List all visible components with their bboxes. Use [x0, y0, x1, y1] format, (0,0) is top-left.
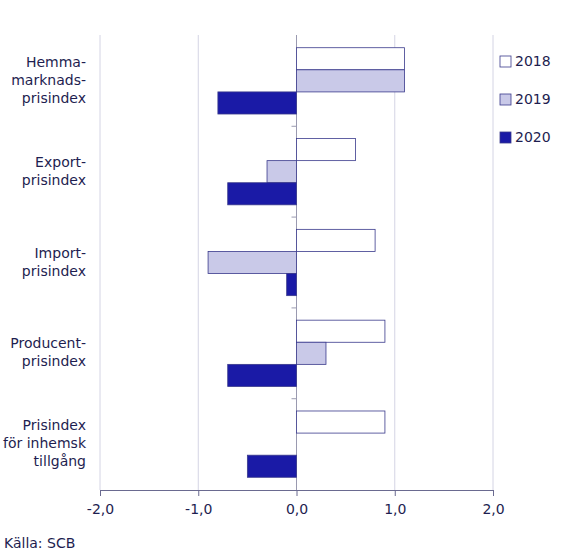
- bar: [287, 274, 297, 296]
- category-label-line: tillgång: [34, 453, 86, 469]
- category-label: Export-prisindex: [22, 154, 86, 188]
- legend-swatch: [500, 132, 511, 143]
- bar: [297, 411, 385, 433]
- tick: 1,0: [384, 490, 406, 517]
- legend-swatch: [500, 56, 511, 67]
- category-label-line: prisindex: [22, 90, 86, 106]
- category-separator: [292, 398, 297, 399]
- category-separator: [292, 307, 297, 308]
- grid-line: [493, 35, 494, 490]
- tick: 2,0: [482, 490, 504, 517]
- bar: [297, 229, 376, 251]
- category-label-line: Export-: [35, 154, 86, 170]
- legend-label: 2020: [515, 129, 551, 145]
- tick-mark: [297, 490, 298, 496]
- tick-label: 2,0: [482, 501, 504, 517]
- tick-mark: [100, 490, 101, 496]
- tick-mark: [493, 490, 494, 496]
- category-label-line: prisindex: [22, 172, 86, 188]
- grid: [100, 35, 493, 490]
- category-label: Import-prisindex: [22, 245, 86, 279]
- legend-entry: 2020: [500, 129, 551, 145]
- category-label-line: för inhemsk: [3, 435, 87, 451]
- tick: 0,0: [286, 490, 308, 517]
- category-separator: [292, 217, 297, 218]
- category-label: Producent-prisindex: [10, 335, 86, 369]
- tick-mark: [198, 490, 199, 496]
- legend-swatch: [500, 94, 511, 105]
- legend-entry: 2018: [500, 53, 551, 69]
- legend-entry: 2019: [500, 91, 551, 107]
- tick: -2,0: [87, 490, 114, 517]
- category-label-line: marknads-: [11, 72, 86, 88]
- chart: -2,0 -1,0 0,0 1,0 2,0 Hemma-marknads-prisinde…: [0, 0, 565, 555]
- bar: [247, 455, 296, 477]
- category-label: Prisindex för inhemsk tillgång: [3, 417, 87, 469]
- category-label-line: Prisindex: [23, 417, 86, 433]
- x-axis: -2,0 -1,0 0,0 1,0 2,0: [87, 490, 505, 517]
- category-label: Hemma-marknads-prisindex: [11, 54, 86, 106]
- bar: [297, 139, 356, 161]
- tick-mark: [395, 490, 396, 496]
- bar: [297, 70, 405, 92]
- bar: [297, 48, 405, 70]
- category-labels: Hemma-marknads-prisindexExport-prisindex…: [3, 54, 87, 469]
- tick: -1,0: [185, 490, 212, 517]
- tick-label: 1,0: [384, 501, 406, 517]
- grid-line: [198, 35, 199, 490]
- legend-label: 2019: [515, 91, 551, 107]
- source: Källa: SCB: [4, 535, 75, 551]
- tick-label: -2,0: [87, 501, 114, 517]
- legend-label: 2018: [515, 53, 551, 69]
- grid-line: [394, 35, 395, 490]
- axis-line: [101, 491, 494, 497]
- legend: 2018 2019 2020: [500, 53, 551, 145]
- bar: [296, 433, 297, 455]
- bar: [208, 251, 296, 273]
- category-label-line: Producent-: [10, 335, 86, 351]
- category-separator: [292, 126, 297, 127]
- grid-line: [100, 35, 101, 490]
- category-label-line: Import-: [34, 245, 86, 261]
- bar: [267, 161, 296, 183]
- category-label-line: prisindex: [22, 353, 86, 369]
- bar: [228, 364, 297, 386]
- tick-label: -1,0: [185, 501, 212, 517]
- bar: [297, 342, 326, 364]
- tick-label: 0,0: [286, 501, 308, 517]
- bar: [297, 320, 385, 342]
- category-label-line: prisindex: [22, 263, 86, 279]
- category-label-line: Hemma-: [26, 54, 86, 70]
- bars: [208, 48, 405, 478]
- bar: [218, 92, 297, 114]
- bar: [228, 183, 297, 205]
